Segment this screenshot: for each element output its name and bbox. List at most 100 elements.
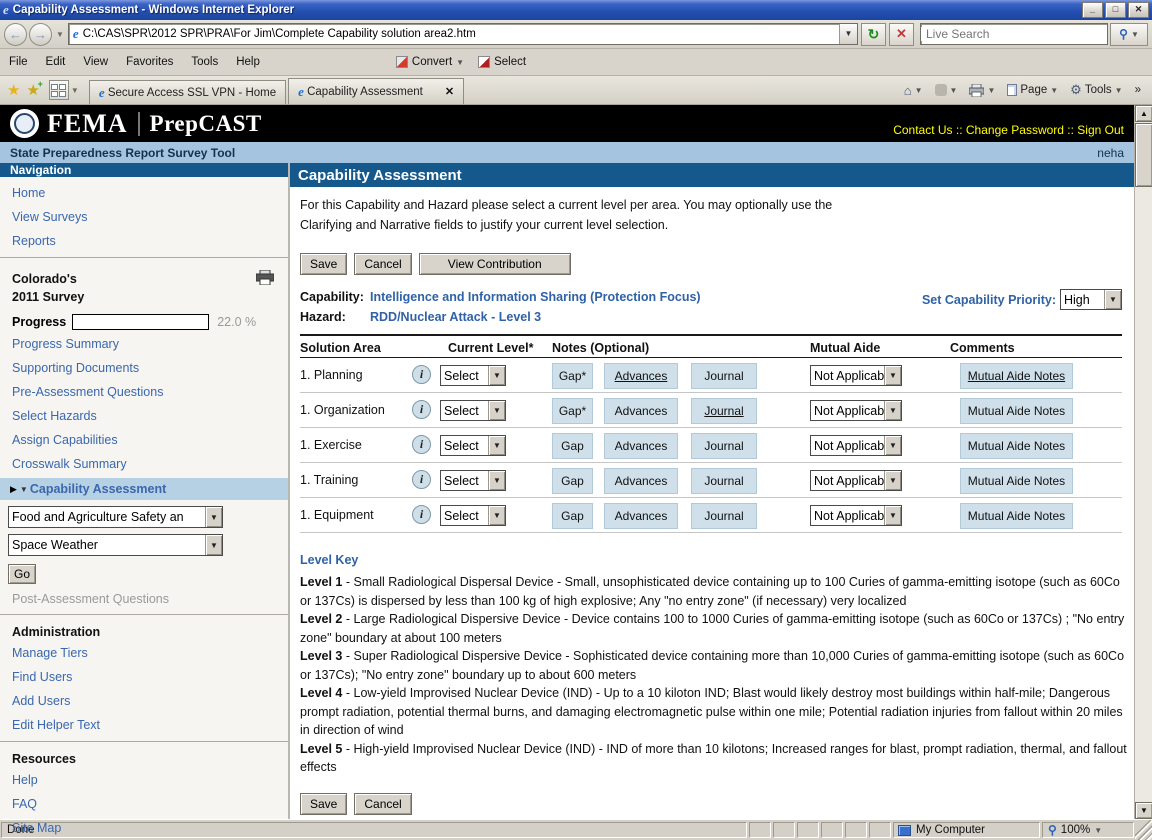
url-input[interactable] [82, 28, 839, 40]
sidebar-item-assign-capabilities[interactable]: Assign Capabilities [12, 433, 118, 447]
print-survey-button[interactable] [255, 269, 275, 290]
mutual-aide-notes-button[interactable]: Mutual Aide Notes [960, 503, 1073, 529]
zoom-control[interactable]: ⚲ 100% ▼ [1042, 822, 1134, 838]
advances-button[interactable]: Advances [604, 433, 678, 459]
menu-edit[interactable]: Edit [45, 56, 66, 68]
hazard-link[interactable]: RDD/Nuclear Attack - Level 3 [370, 310, 542, 324]
gap-button[interactable]: Gap* [552, 398, 593, 424]
sidebar-item-edit-helper-text[interactable]: Edit Helper Text [12, 718, 101, 732]
close-button[interactable]: ✕ [1128, 2, 1149, 18]
search-button[interactable]: ⚲ ▼ [1110, 22, 1148, 46]
mutual-aide-notes-button[interactable]: Mutual Aide Notes [960, 433, 1073, 459]
toolbar-overflow-button[interactable]: » [1134, 84, 1141, 96]
journal-button[interactable]: Journal [691, 398, 757, 424]
mutual-aide-select[interactable]: Not Applicable▼ [810, 400, 902, 421]
menu-help[interactable]: Help [236, 56, 260, 68]
scroll-up-button[interactable]: ▲ [1135, 105, 1152, 122]
mutual-aide-notes-button[interactable]: Mutual Aide Notes [960, 363, 1073, 389]
contact-us-link[interactable]: Contact Us [893, 123, 953, 137]
convert-button[interactable]: Convert ▼ [389, 53, 471, 71]
info-icon[interactable]: i [412, 470, 431, 489]
menu-tools[interactable]: Tools [191, 56, 219, 68]
tab-capability-assessment[interactable]: e Capability Assessment ✕ [288, 78, 465, 104]
advances-button[interactable]: Advances [604, 503, 678, 529]
cancel-button-bottom[interactable]: Cancel [354, 793, 412, 815]
sidebar-item-progress-summary[interactable]: Progress Summary [12, 337, 119, 351]
scrollbar-thumb[interactable] [1135, 123, 1152, 187]
resize-grip[interactable] [1135, 820, 1152, 840]
sidebar-item-select-hazards[interactable]: Select Hazards [12, 409, 97, 423]
sidebar-item-home[interactable]: Home [12, 186, 46, 200]
advances-button[interactable]: Advances [604, 398, 678, 424]
favorites-star-icon[interactable]: ★ [7, 82, 21, 99]
save-button[interactable]: Save [300, 253, 348, 275]
view-contribution-button[interactable]: View Contribution [418, 253, 571, 275]
sidebar-item-view-surveys[interactable]: View Surveys [12, 210, 88, 224]
sidebar-item-pre-assessment-questions[interactable]: Pre-Assessment Questions [12, 385, 164, 399]
capability-link[interactable]: Intelligence and Information Sharing (Pr… [370, 290, 701, 304]
menu-view[interactable]: View [83, 56, 109, 68]
url-dropdown-button[interactable]: ▼ [839, 24, 857, 44]
restore-button[interactable]: □ [1105, 2, 1126, 18]
sidebar-item-crosswalk-summary[interactable]: Crosswalk Summary [12, 457, 127, 471]
mutual-aide-select[interactable]: Not Applicable▼ [810, 505, 902, 526]
info-icon[interactable]: i [412, 365, 431, 384]
mutual-aide-select[interactable]: Not Applicable▼ [810, 435, 902, 456]
advances-button[interactable]: Advances [604, 363, 678, 389]
sidebar-item-manage-tiers[interactable]: Manage Tiers [12, 646, 88, 660]
info-icon[interactable]: i [412, 435, 431, 454]
mutual-aide-notes-button[interactable]: Mutual Aide Notes [960, 398, 1073, 424]
journal-button[interactable]: Journal [691, 468, 757, 494]
go-button[interactable]: Go [8, 564, 36, 584]
save-button-bottom[interactable]: Save [300, 793, 348, 815]
tab-ssl-vpn[interactable]: e Secure Access SSL VPN - Home [88, 80, 287, 104]
home-button[interactable]: ⌂ ▼ [903, 82, 923, 98]
gap-button[interactable]: Gap [552, 468, 593, 494]
journal-button[interactable]: Journal [691, 503, 757, 529]
current-level-select[interactable]: Select ▼ [440, 400, 506, 421]
gap-button[interactable]: Gap [552, 433, 593, 459]
sidebar-item-faq[interactable]: FAQ [12, 797, 38, 811]
select-button[interactable]: Select [471, 53, 533, 71]
back-button[interactable]: ← [4, 22, 27, 46]
sidebar-item-reports[interactable]: Reports [12, 234, 56, 248]
mutual-aide-select[interactable]: Not Applicable▼ [810, 365, 902, 386]
priority-select[interactable]: High ▼ [1060, 289, 1122, 310]
journal-button[interactable]: Journal [691, 433, 757, 459]
menu-file[interactable]: File [9, 56, 28, 68]
mutual-aide-select[interactable]: Not Applicable▼ [810, 470, 902, 491]
journal-button[interactable]: Journal [691, 363, 757, 389]
info-icon[interactable]: i [412, 505, 431, 524]
vertical-scrollbar[interactable]: ▲ ▼ [1134, 105, 1152, 819]
feeds-button[interactable]: ▼ [930, 81, 963, 99]
cancel-button[interactable]: Cancel [354, 253, 412, 275]
current-level-select[interactable]: Select ▼ [440, 470, 506, 491]
sidebar-item-site-map[interactable]: Site Map [12, 821, 62, 835]
sidebar-item-help[interactable]: Help [12, 773, 38, 787]
tools-menu-button[interactable]: ⚙ Tools ▼ [1070, 82, 1123, 97]
mutual-aide-notes-button[interactable]: Mutual Aide Notes [960, 468, 1073, 494]
add-favorite-icon[interactable]: ★ [26, 79, 43, 99]
capability-select[interactable]: Food and Agriculture Safety an ▼ [8, 506, 223, 528]
quick-tabs-button[interactable] [48, 80, 69, 100]
scroll-down-button[interactable]: ▼ [1135, 802, 1152, 819]
tab-close-icon[interactable]: ✕ [444, 86, 455, 98]
history-dropdown-icon[interactable]: ▼ [56, 29, 64, 39]
minimize-button[interactable]: _ [1082, 2, 1103, 18]
stop-button[interactable]: ✕ [889, 22, 914, 46]
gap-button[interactable]: Gap* [552, 363, 593, 389]
gap-button[interactable]: Gap [552, 503, 593, 529]
sign-out-link[interactable]: Sign Out [1077, 123, 1124, 137]
current-level-select[interactable]: Select ▼ [440, 435, 506, 456]
tab-list-dropdown-icon[interactable]: ▼ [70, 85, 79, 95]
hazard-select[interactable]: Space Weather ▼ [8, 534, 223, 556]
sidebar-item-add-users[interactable]: Add Users [12, 694, 71, 708]
menu-favorites[interactable]: Favorites [126, 56, 174, 68]
current-level-select[interactable]: Select ▼ [440, 505, 506, 526]
info-icon[interactable]: i [412, 400, 431, 419]
forward-button[interactable]: → [29, 22, 52, 46]
search-input[interactable] [921, 27, 1107, 41]
change-password-link[interactable]: Change Password [965, 123, 1064, 137]
advances-button[interactable]: Advances [604, 468, 678, 494]
page-menu-button[interactable]: Page ▼ [1002, 81, 1063, 99]
